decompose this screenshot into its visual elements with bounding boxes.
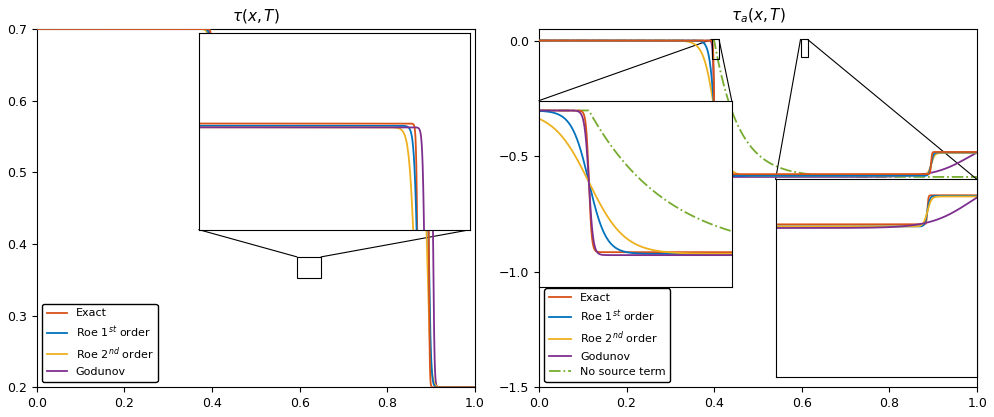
Legend: Exact, Roe $1^{st}$ order, Roe $2^{nd}$ order, Godunov, No source term: Exact, Roe $1^{st}$ order, Roe $2^{nd}$ … <box>545 289 670 382</box>
Title: $\tau(x,T)$: $\tau(x,T)$ <box>232 7 279 25</box>
Bar <box>712 39 719 59</box>
Bar <box>800 39 807 57</box>
Bar <box>297 257 321 279</box>
Title: $\tau_a(x,T)$: $\tau_a(x,T)$ <box>731 7 785 25</box>
Legend: Exact, Roe $1^{st}$ order, Roe $2^{nd}$ order, Godunov: Exact, Roe $1^{st}$ order, Roe $2^{nd}$ … <box>42 304 158 382</box>
